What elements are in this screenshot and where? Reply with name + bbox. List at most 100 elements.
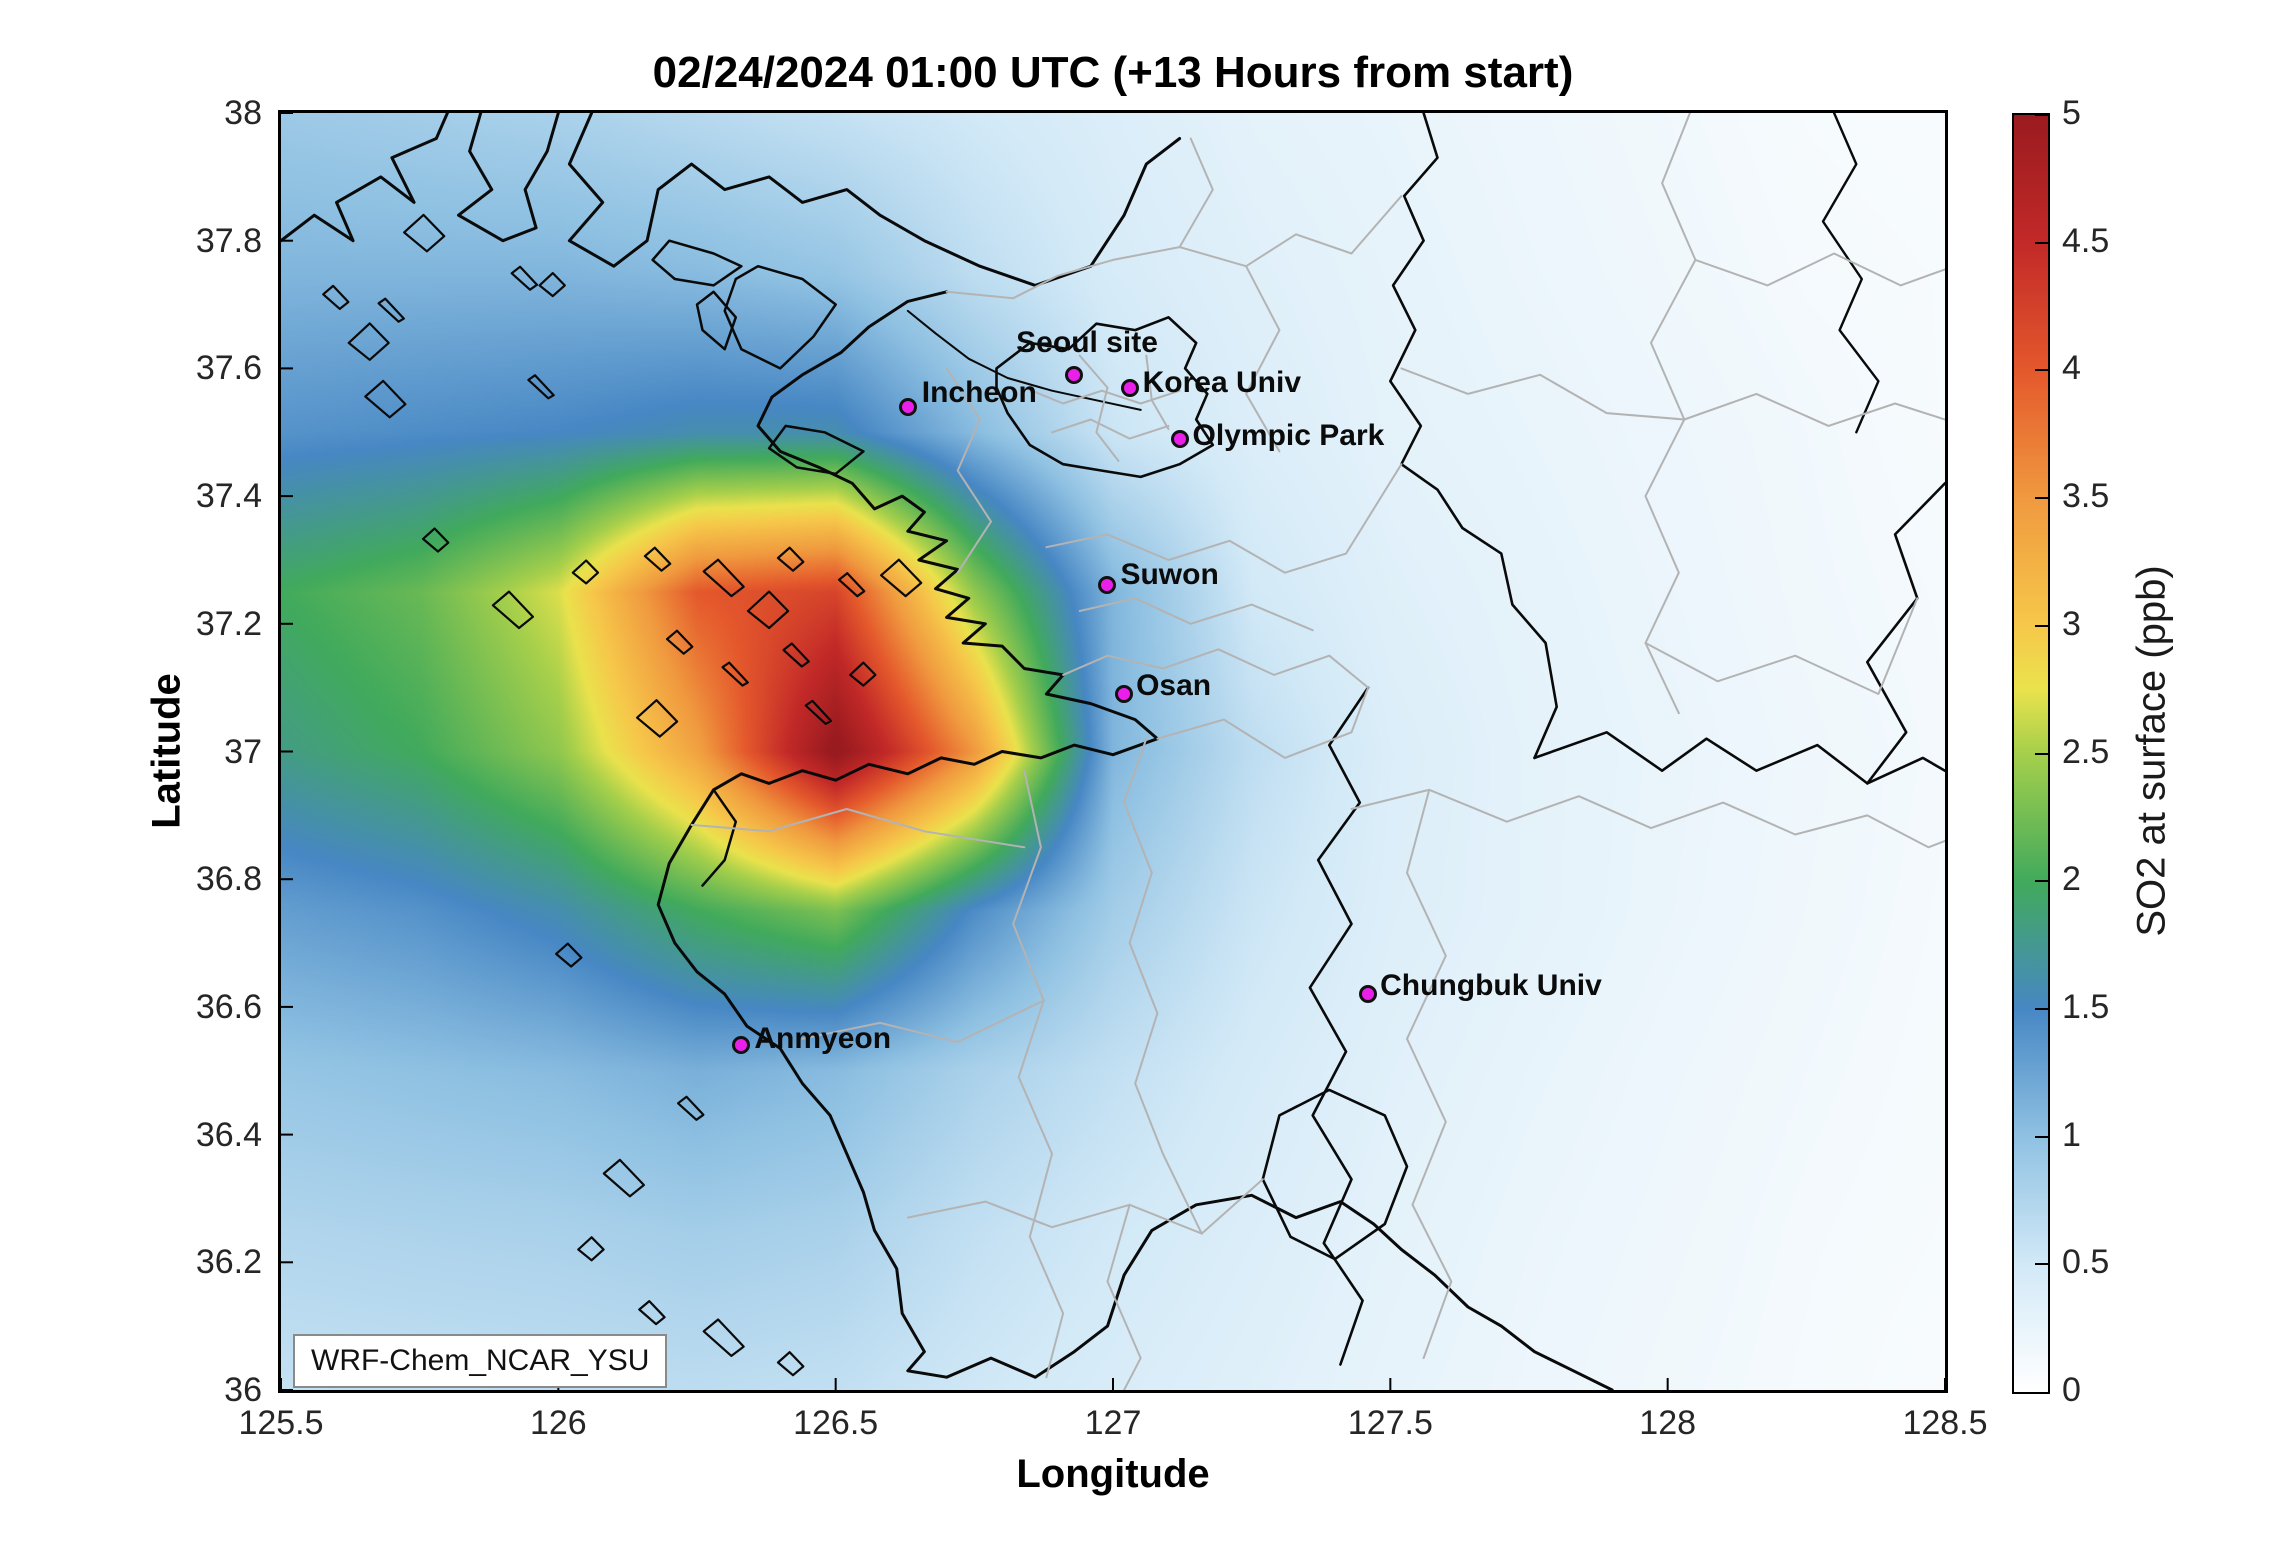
admin-boundary-path xyxy=(1123,737,1203,1235)
site-marker-dot xyxy=(1065,365,1084,384)
y-tick-label: 36.8 xyxy=(195,860,262,899)
islet-outline xyxy=(837,572,866,598)
admin-boundary-path xyxy=(1145,354,1170,431)
colorbar-tick-mark xyxy=(2035,114,2048,116)
islet-outline xyxy=(776,1351,805,1377)
coastline-path xyxy=(567,113,1182,287)
y-tick-label: 37.2 xyxy=(195,604,262,643)
islet-outline xyxy=(776,546,805,572)
islet-outline xyxy=(377,297,405,323)
x-axis-label: Longitude xyxy=(1016,1452,1210,1496)
y-tick-label: 36.2 xyxy=(195,1243,262,1282)
colorbar-tick-label: 2.5 xyxy=(2062,732,2110,771)
admin-boundary-path xyxy=(1178,137,1214,249)
site-label: Olympic Park xyxy=(1192,418,1385,452)
islet-outline xyxy=(643,546,672,572)
province-border xyxy=(1533,731,1945,785)
x-tick-label: 126 xyxy=(529,1404,587,1442)
site-label: Suwon xyxy=(1120,558,1219,592)
y-tick-label: 37.8 xyxy=(195,221,262,260)
colorbar-tick-label: 3 xyxy=(2062,604,2081,643)
colorbar-tick-mark xyxy=(2035,1007,2048,1010)
admin-boundary-path xyxy=(1078,597,1314,632)
admin-boundary-path xyxy=(801,999,1045,1043)
admin-boundary-path xyxy=(945,367,992,574)
y-tick-label: 36.6 xyxy=(195,987,262,1026)
islet-outline xyxy=(571,559,600,585)
y-tick-label: 37.6 xyxy=(195,349,262,388)
colorbar xyxy=(2012,113,2050,1394)
colorbar-tick-mark xyxy=(2035,497,2048,500)
admin-boundary-path xyxy=(906,1178,1264,1235)
site-label: Anmyeon xyxy=(754,1022,892,1056)
coastline-path xyxy=(457,113,560,243)
island-outline xyxy=(695,290,738,351)
islet-outline xyxy=(322,284,350,310)
site-marker-dot xyxy=(1098,576,1117,595)
map-plot-area: WRF-Chem_NCAR_YSU xyxy=(278,110,1948,1393)
islet-outline xyxy=(602,1158,645,1198)
seoul-boundary xyxy=(995,316,1215,479)
admin-boundary-path xyxy=(1078,354,1120,462)
province-border xyxy=(1261,1088,1409,1261)
islet-outline xyxy=(677,1095,705,1121)
province-border xyxy=(1821,113,1880,434)
islet-outline xyxy=(880,558,923,598)
islet-outline xyxy=(636,699,679,738)
province-border xyxy=(1389,113,1558,760)
admin-boundary-path xyxy=(1644,113,1697,715)
colorbar-tick-label: 2 xyxy=(2062,860,2081,899)
islet-outline xyxy=(702,558,745,598)
x-tick-label: 128 xyxy=(1639,1404,1697,1442)
x-tick-label: 127 xyxy=(1084,1404,1142,1442)
admin-boundary-path xyxy=(690,808,1026,849)
colorbar-tick-mark xyxy=(2035,880,2048,883)
coastline-path xyxy=(281,113,449,243)
admin-boundary-path xyxy=(1051,418,1170,440)
x-tick-label: 126.5 xyxy=(793,1404,879,1442)
colorbar-tick-label: 0 xyxy=(2062,1371,2081,1409)
site-marker-dot xyxy=(1170,429,1189,448)
x-tick-label: 127.5 xyxy=(1347,1404,1433,1442)
admin-boundary-path xyxy=(1023,386,1181,405)
y-tick-label: 36.4 xyxy=(195,1115,262,1154)
admin-boundary-path xyxy=(1012,769,1065,1379)
admin-boundary-path xyxy=(1400,367,1945,427)
admin-boundary-path xyxy=(1644,597,1919,695)
colorbar-tick-label: 1 xyxy=(2062,1115,2081,1154)
site-label: Incheon xyxy=(921,375,1037,409)
islet-outline xyxy=(364,379,407,419)
coastline-boundaries-svg xyxy=(281,113,1945,1390)
islet-outline xyxy=(555,942,583,968)
admin-boundary-path xyxy=(1106,1203,1142,1390)
islet-outline xyxy=(638,1300,666,1326)
site-marker-dot xyxy=(732,1036,751,1055)
colorbar-tick-mark xyxy=(2035,1135,2048,1138)
site-marker-dot xyxy=(1359,985,1378,1004)
colorbar-tick-label: 1.5 xyxy=(2062,987,2110,1026)
colorbar-tick-label: 0.5 xyxy=(2062,1243,2110,1282)
y-tick-label: 37.4 xyxy=(195,477,262,516)
islet-outline xyxy=(721,661,749,687)
islet-outline xyxy=(702,1318,745,1357)
site-marker-dot xyxy=(1115,685,1134,704)
admin-boundary-path xyxy=(1350,788,1945,849)
island-outline xyxy=(767,424,865,476)
colorbar-tick-label: 5 xyxy=(2062,94,2081,132)
islet-outline xyxy=(527,374,555,400)
islet-outline xyxy=(538,272,566,298)
province-border xyxy=(1308,686,1370,1366)
admin-boundary-path xyxy=(1062,648,1370,689)
y-tick-label: 37 xyxy=(224,732,262,771)
x-tick-label: 125.5 xyxy=(238,1404,324,1442)
site-label: Seoul site xyxy=(1016,325,1158,359)
admin-boundary-path xyxy=(1045,463,1403,574)
province-border xyxy=(1866,482,1945,785)
colorbar-tick-mark xyxy=(2035,369,2048,372)
islet-outline xyxy=(849,661,877,687)
colorbar-tick-label: 4.5 xyxy=(2062,221,2110,260)
islet-outline xyxy=(782,642,810,668)
islet-outline xyxy=(804,699,833,725)
colorbar-tick-mark xyxy=(2035,241,2048,244)
